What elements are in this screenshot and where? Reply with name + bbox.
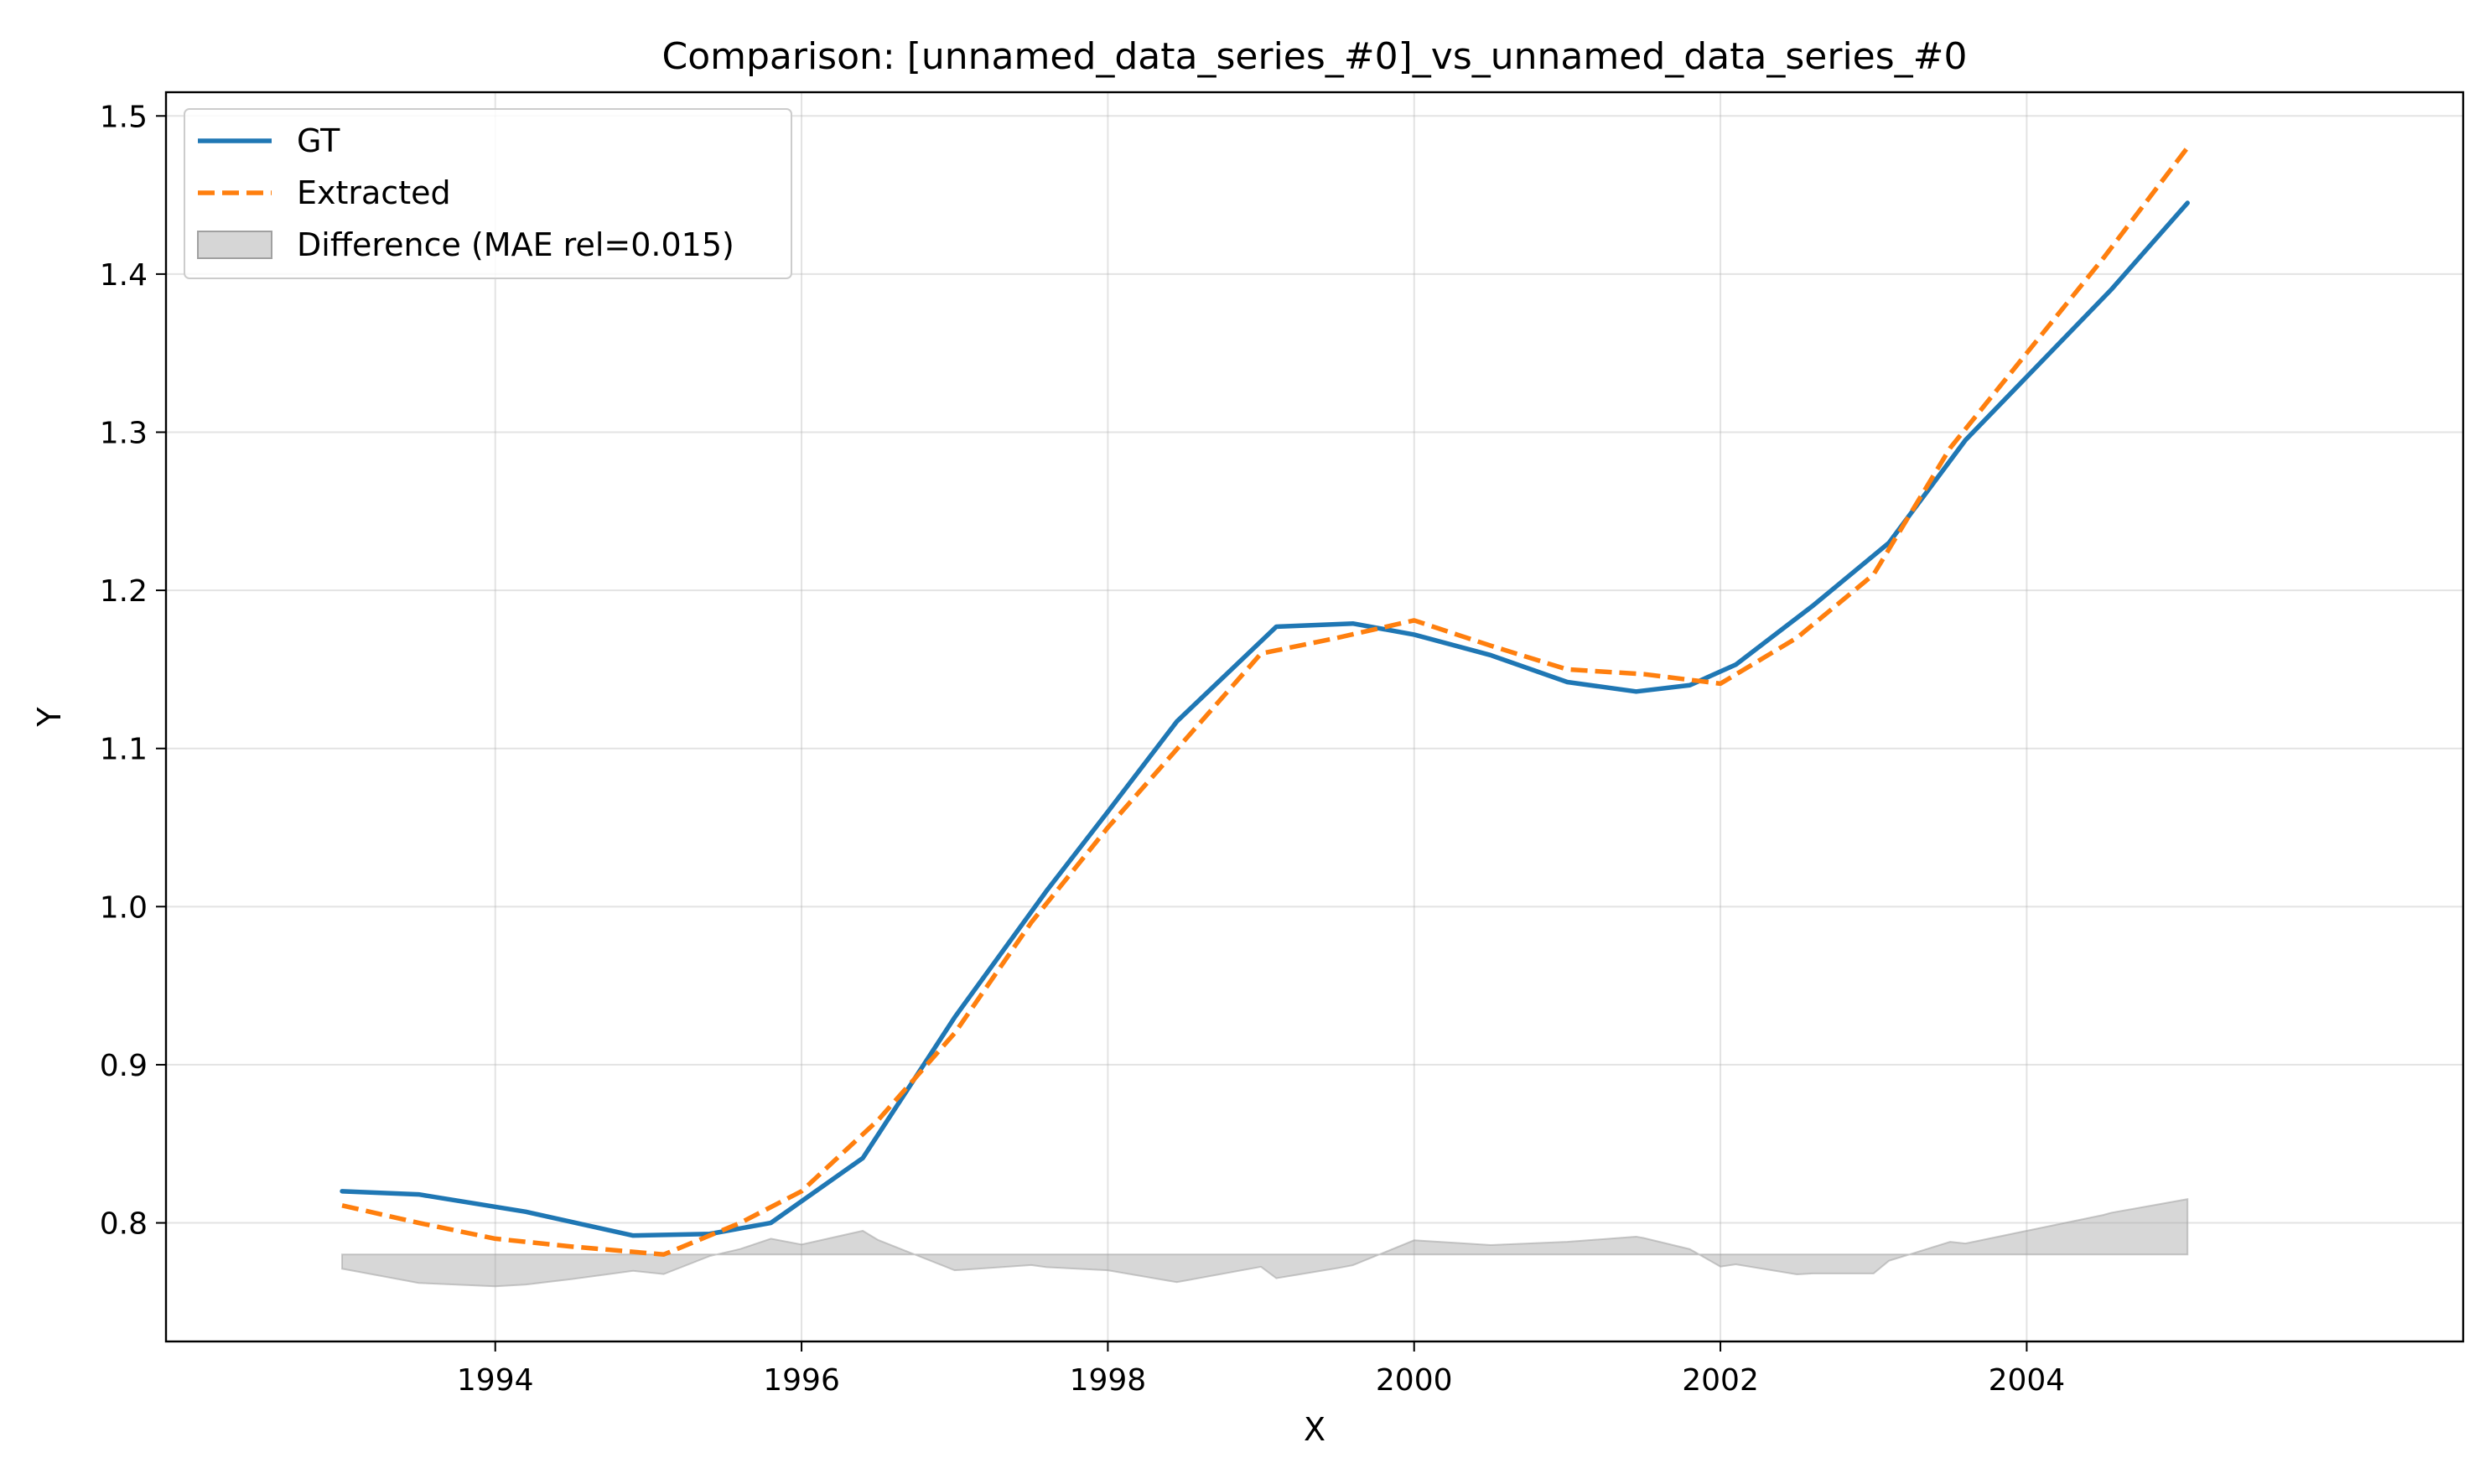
x-tick-label: 2000: [1376, 1363, 1453, 1398]
y-tick-label: 1.4: [100, 258, 148, 293]
legend-gt-label: GT: [297, 122, 340, 159]
legend: GT Extracted Difference (MAE rel=0.015): [184, 108, 792, 279]
y-tick-label: 1.5: [100, 100, 148, 134]
x-tick-label: 1994: [457, 1363, 534, 1398]
y-axis-label: Y: [31, 707, 68, 728]
x-tick-label: 2002: [1682, 1363, 1759, 1398]
chart-title: Comparison: [unnamed_data_series_#0]_vs_…: [661, 35, 1967, 78]
legend-extracted-label: Extracted: [297, 174, 451, 211]
y-tick-label: 1.0: [100, 890, 148, 925]
series-line-extracted: [341, 146, 2190, 1258]
y-tick-label: 1.3: [100, 417, 148, 451]
x-axis-label: X: [1304, 1411, 1325, 1448]
x-tick-label: 1998: [1070, 1363, 1147, 1398]
difference-area-layer: [341, 1198, 2189, 1288]
y-tick-label: 1.2: [100, 574, 148, 609]
x-tick-label: 2004: [1989, 1363, 2066, 1398]
plot-frame: [164, 91, 2465, 1343]
x-tick-label: 1996: [763, 1363, 840, 1398]
y-tick-label: 0.8: [100, 1207, 148, 1242]
series-layer: [340, 146, 2190, 1258]
legend-difference-swatch: [197, 231, 272, 259]
ticks-layer: 1994 1996 1998 2000 2002 2004 0.8 0.9 1.0 1.1 1.2 1…: [100, 100, 2065, 1398]
y-tick-label: 1.1: [100, 733, 148, 767]
legend-difference-label: Difference (MAE rel=0.015): [297, 226, 734, 263]
grid-layer: [166, 92, 2463, 1341]
y-tick-label: 0.9: [100, 1049, 148, 1083]
difference-area: [341, 1198, 2189, 1288]
legend-box: [184, 108, 792, 279]
